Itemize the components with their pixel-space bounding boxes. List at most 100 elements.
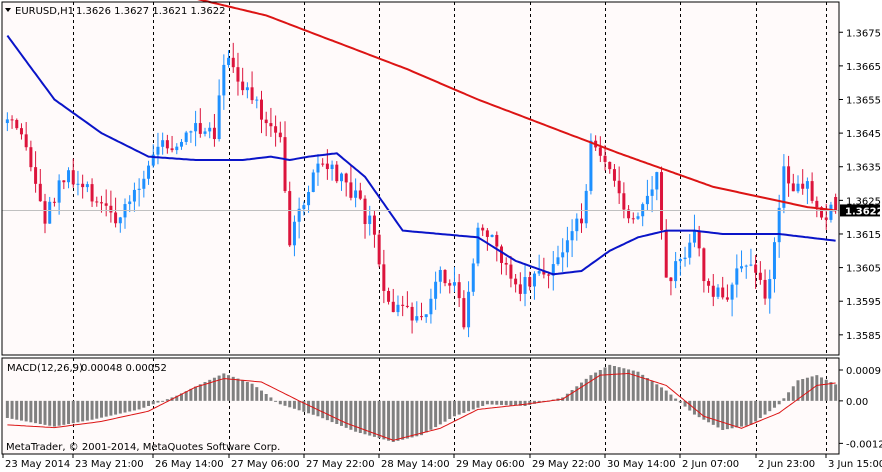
candle-body (71, 170, 75, 185)
macd-bar (156, 400, 160, 403)
candle-body (504, 262, 508, 265)
macd-bar (462, 400, 466, 413)
candle-body (476, 227, 480, 264)
candle-body (603, 155, 607, 162)
candle-body (485, 230, 489, 237)
macd-bar (655, 384, 659, 401)
candle-body (85, 184, 89, 188)
candle-body (575, 218, 579, 232)
candle-body (81, 183, 85, 188)
candle-body (372, 215, 376, 235)
copyright-text: MetaTrader, © 2001-2014, MetaQuotes Soft… (6, 442, 280, 453)
candle-body (735, 268, 739, 285)
candle-body (688, 242, 692, 258)
macd-bar (114, 400, 118, 415)
candle-body (151, 154, 155, 166)
macd-bar (236, 378, 240, 401)
candle-body (48, 201, 52, 224)
macd-bar (241, 380, 245, 401)
macd-histogram (5, 364, 838, 442)
macd-bar (580, 382, 584, 401)
candle-body (627, 209, 631, 219)
macd-bar (772, 400, 776, 408)
candlesticks[interactable] (5, 42, 838, 338)
candle-body (537, 271, 541, 274)
candle-body (758, 272, 762, 280)
time-axis-label: 3 Jun 15:00 (828, 459, 882, 470)
macd-bar (71, 400, 75, 424)
candle-body (128, 201, 132, 205)
macd-bar (387, 400, 391, 441)
macd-panel-frame (1, 357, 840, 455)
macd-bar (448, 400, 452, 419)
candle-body (777, 207, 781, 243)
candle-body (716, 287, 720, 297)
macd-bar (523, 400, 527, 406)
macd-bar (471, 400, 475, 410)
candle-body (165, 140, 169, 149)
macd-bar (165, 399, 169, 401)
macd-axis-label: -0.00124 (846, 439, 882, 450)
macd-bar (716, 400, 720, 428)
time-axis-label: 27 May 06:00 (231, 459, 300, 470)
candle-body (292, 221, 296, 246)
macd-bar (467, 400, 471, 412)
macd-bar (415, 400, 419, 437)
candle-body (692, 230, 696, 243)
chart-menu-triangle-icon[interactable] (5, 8, 11, 12)
macd-bar (368, 400, 372, 436)
price-panel-background (2, 2, 839, 355)
candle-body (208, 127, 212, 132)
candle-body (316, 163, 320, 173)
candle-body (19, 128, 23, 135)
candle-body (438, 269, 442, 282)
candle-body (344, 173, 348, 183)
macd-bar (443, 400, 447, 422)
candle-body (518, 284, 522, 294)
candle-body (5, 119, 9, 124)
macd-bar (339, 400, 343, 426)
macd-bar (749, 400, 753, 425)
candle-body (782, 166, 786, 208)
candle-body (730, 284, 734, 300)
candle-body (711, 285, 715, 297)
macd-bar (627, 369, 631, 401)
candle-body (584, 190, 588, 224)
candle-body (617, 180, 621, 194)
time-axis-label: 23 May 21:00 (75, 459, 144, 470)
price-panel-frame (1, 1, 840, 356)
time-axis-label: 29 May 22:00 (532, 459, 601, 470)
candle-body (801, 183, 805, 189)
time-axis: 23 May 2014 23 May 21:00 26 May 14:00 27 Ma… (2, 454, 882, 470)
candle-body (43, 201, 47, 224)
macd-bar (603, 367, 607, 401)
candle-body (142, 178, 146, 189)
candle-body (763, 279, 767, 299)
candle-body (161, 140, 165, 147)
ohlc-values: 1.3626 1.3627 1.3621 1.3622 (76, 6, 226, 17)
candle-body (62, 180, 66, 183)
time-axis-label: 26 May 14:00 (155, 459, 224, 470)
candle-body (363, 198, 367, 225)
candle-body (636, 216, 640, 219)
macd-bar (302, 400, 306, 412)
price-axis-label: 1.3655 (846, 95, 881, 106)
macd-bar (321, 400, 325, 419)
candle-body (683, 257, 687, 260)
macd-bar (189, 388, 193, 401)
candle-body (231, 57, 235, 68)
macd-bar (85, 400, 89, 421)
macd-bar (231, 376, 235, 401)
candle-body (274, 126, 278, 133)
candle-body (387, 290, 391, 302)
macd-bar (424, 400, 428, 433)
macd-bar (175, 395, 179, 401)
macd-bar (62, 400, 66, 425)
macd-bar (217, 375, 221, 401)
macd-bar (278, 400, 282, 405)
price-axis-label: 1.3675 (846, 28, 881, 39)
macd-signal-line (7, 372, 836, 441)
macd-bar (688, 400, 692, 411)
candle-body (410, 306, 414, 321)
